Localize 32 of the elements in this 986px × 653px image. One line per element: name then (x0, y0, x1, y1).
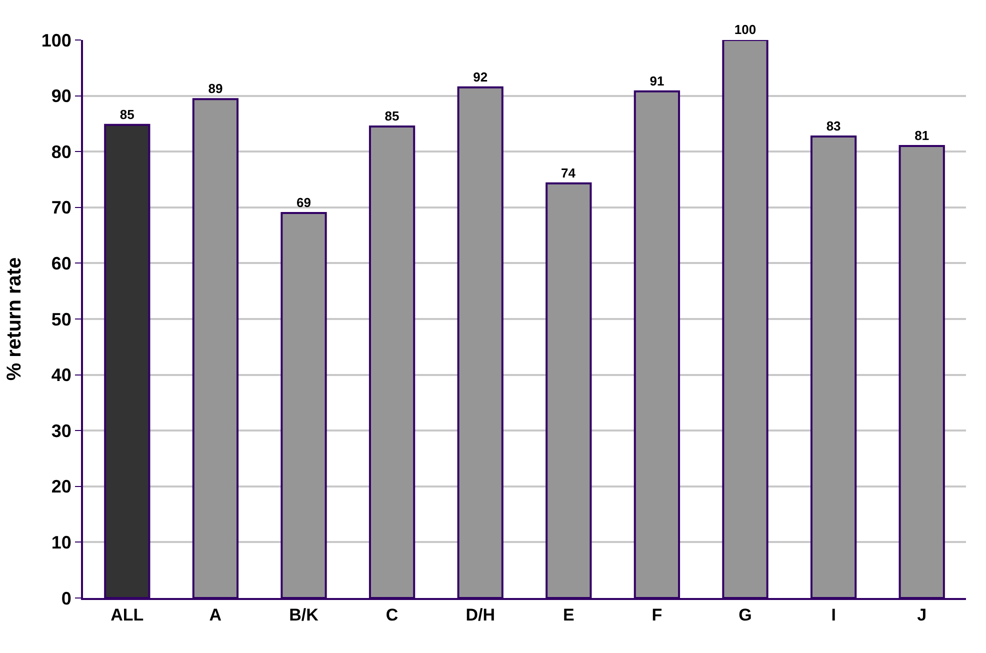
data-label: 91 (650, 73, 664, 88)
y-tick-label: 10 (51, 532, 72, 552)
x-tick-label: E (562, 605, 574, 624)
data-label: 92 (473, 69, 488, 84)
y-tick-label: 70 (51, 198, 72, 218)
x-tick-label: I (831, 605, 836, 624)
x-tick-label: G (738, 605, 752, 624)
data-label: 100 (734, 22, 756, 37)
data-label: 85 (120, 106, 134, 122)
x-tick-label: D/H (466, 605, 495, 624)
y-tick-label: 20 (51, 476, 72, 497)
x-tick-label: ALL (110, 605, 144, 624)
y-tick-label: 90 (51, 86, 72, 106)
data-label: 89 (208, 81, 223, 96)
y-tick-label: 50 (51, 309, 72, 330)
data-label: 81 (914, 128, 930, 144)
data-label: 69 (296, 194, 311, 210)
y-tick-label: 0 (61, 588, 72, 608)
x-tick-label: A (209, 605, 222, 624)
y-tick-label: 100 (41, 30, 72, 50)
x-tick-label: J (917, 605, 927, 624)
y-tick-label: 30 (51, 420, 72, 441)
data-label: 74 (561, 165, 576, 180)
y-axis-title: % return rate (3, 257, 26, 381)
y-tick-label: 40 (51, 365, 72, 386)
x-tick-label: F (652, 605, 662, 624)
x-tick-label: C (386, 605, 398, 624)
x-tick-label: B/K (289, 605, 320, 624)
data-label: 83 (826, 118, 841, 134)
y-tick-label: 80 (51, 142, 72, 162)
y-tick-label: 60 (51, 254, 72, 274)
data-label: 85 (384, 108, 400, 124)
